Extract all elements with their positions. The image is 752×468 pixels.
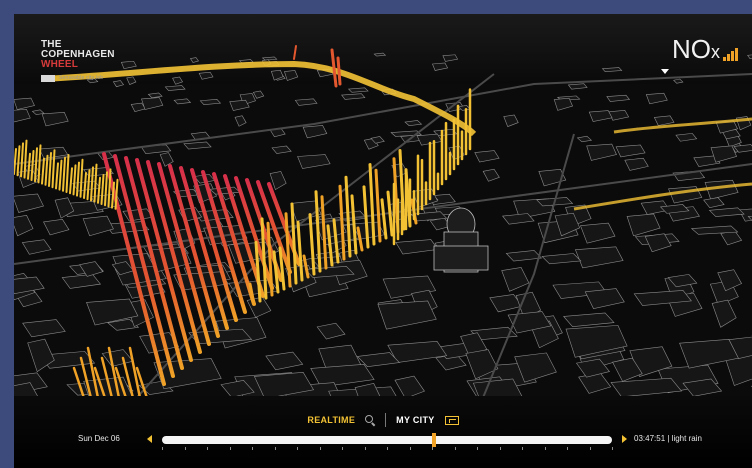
- mode-divider: [385, 413, 387, 427]
- pollution-ribbon-north: [613, 117, 752, 134]
- control-bar: REALTIME MY CITY Sun Dec 06 03:47:51 | l…: [14, 396, 752, 468]
- mode-switch: REALTIME MY CITY: [14, 413, 752, 427]
- dome-building: [433, 207, 489, 273]
- timeline-time: 03:47:51: [634, 434, 666, 443]
- timeline-time-weather: 03:47:51 | light rain: [634, 434, 702, 443]
- caret-down-icon[interactable]: [661, 69, 669, 74]
- pollutant-subscript: x: [711, 42, 720, 62]
- visualization-screen: THE COPENHAGEN WHEEL Senseable city lab …: [14, 14, 752, 468]
- brand-line-3: WHEEL: [41, 59, 79, 70]
- brand-tagline-row: Senseable city lab: [41, 73, 115, 83]
- timeline: Sun Dec 06 03:47:51 | light rain: [14, 430, 752, 450]
- pollution-ribbon-east: [573, 182, 752, 211]
- signal-bars-icon: [723, 48, 738, 61]
- timeline-date: Sun Dec 06: [78, 434, 120, 443]
- brand-tagline: Senseable city lab: [59, 75, 104, 81]
- brand-line-1: THE: [41, 39, 62, 50]
- pollutant-label: NOx: [672, 36, 720, 65]
- brand-line-2: COPENHAGEN: [41, 49, 115, 60]
- arrow-left-icon[interactable]: [147, 435, 152, 443]
- brand-logo: THE COPENHAGEN WHEEL Senseable city lab: [41, 40, 115, 83]
- timeline-ticks: [162, 447, 613, 451]
- city-map[interactable]: [14, 14, 752, 468]
- arrow-right-icon[interactable]: [622, 435, 627, 443]
- realtime-tab[interactable]: REALTIME: [307, 415, 356, 425]
- lab-logo-icon: [41, 74, 55, 82]
- timeline-handle[interactable]: [432, 433, 436, 447]
- pollutant-selector[interactable]: NOx: [672, 36, 738, 65]
- timeline-weather: light rain: [671, 434, 702, 443]
- city-icon[interactable]: [444, 415, 459, 425]
- pollution-spikes: [14, 45, 472, 400]
- pollution-ribbon: [43, 60, 477, 137]
- search-icon[interactable]: [365, 415, 375, 425]
- my-city-tab[interactable]: MY CITY: [396, 415, 435, 425]
- timeline-track[interactable]: [162, 436, 612, 444]
- pollutant-name: NO: [672, 34, 711, 64]
